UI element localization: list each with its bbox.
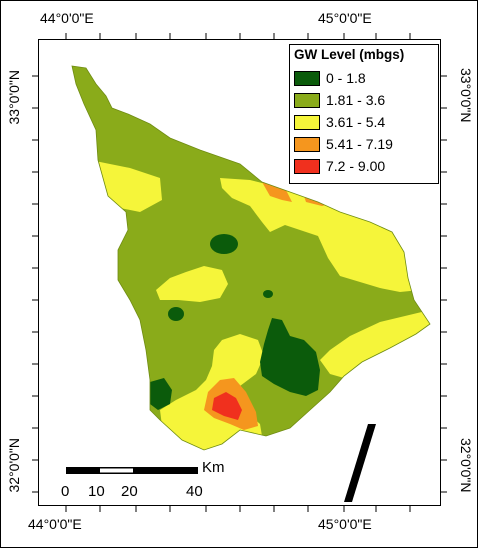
scale-label-40: 40 [186,483,203,500]
zone-yellow-southeast [320,310,430,378]
right-coord-label-1: 33°0'0"N [458,68,474,123]
region-outline [71,65,431,451]
legend-label: 3.61 - 5.4 [326,114,386,130]
legend-swatch [294,158,320,174]
top-coord-label-2: 45°0'0"E [318,10,372,26]
legend-swatch [294,136,320,152]
legend-item: 1.81 - 3.6 [294,91,385,109]
legend-label: 1.81 - 3.6 [326,92,386,108]
scale-label-20: 20 [121,483,138,500]
zone-green-southeast [260,318,320,396]
legend-item: 0 - 1.8 [294,69,366,87]
legend-label: 0 - 1.8 [326,70,366,86]
zone-green-central [210,234,238,254]
zone-orange-north [262,182,292,202]
scale-unit-label: Km [202,459,225,476]
legend-swatch [294,114,320,130]
legend-label: 7.2 - 9.00 [326,158,386,174]
north-arrow-icon [344,424,376,502]
zone-yellow-central [156,266,228,302]
zone-green-small [263,290,273,298]
zone-green-west [168,307,184,321]
legend-label: 5.41 - 7.19 [326,136,393,152]
legend-swatch [294,70,320,86]
right-coord-label-2: 32°0'0"N [458,438,474,493]
zone-red-south [212,392,242,420]
legend-item: 3.61 - 5.4 [294,113,385,131]
legend-title: GW Level (mbgs) [294,47,405,62]
legend: GW Level (mbgs) 0 - 1.8 1.81 - 3.6 3.61 … [289,44,439,184]
scale-bar [66,467,198,474]
scale-label-10: 10 [88,483,105,500]
bottom-coord-label-2: 45°0'0"E [318,516,372,532]
scale-label-0: 0 [61,483,70,500]
frame-ticks [32,33,447,512]
map-frame [38,39,441,506]
zone-green-southwest [150,378,172,410]
legend-item: 5.41 - 7.19 [294,135,393,153]
zone-yellow-northeast [220,178,420,292]
legend-swatch [294,92,320,108]
legend-item: 7.2 - 9.00 [294,157,385,175]
top-coord-label-1: 44°0'0"E [40,10,94,26]
bottom-coord-label-1: 44°0'0"E [28,516,82,532]
